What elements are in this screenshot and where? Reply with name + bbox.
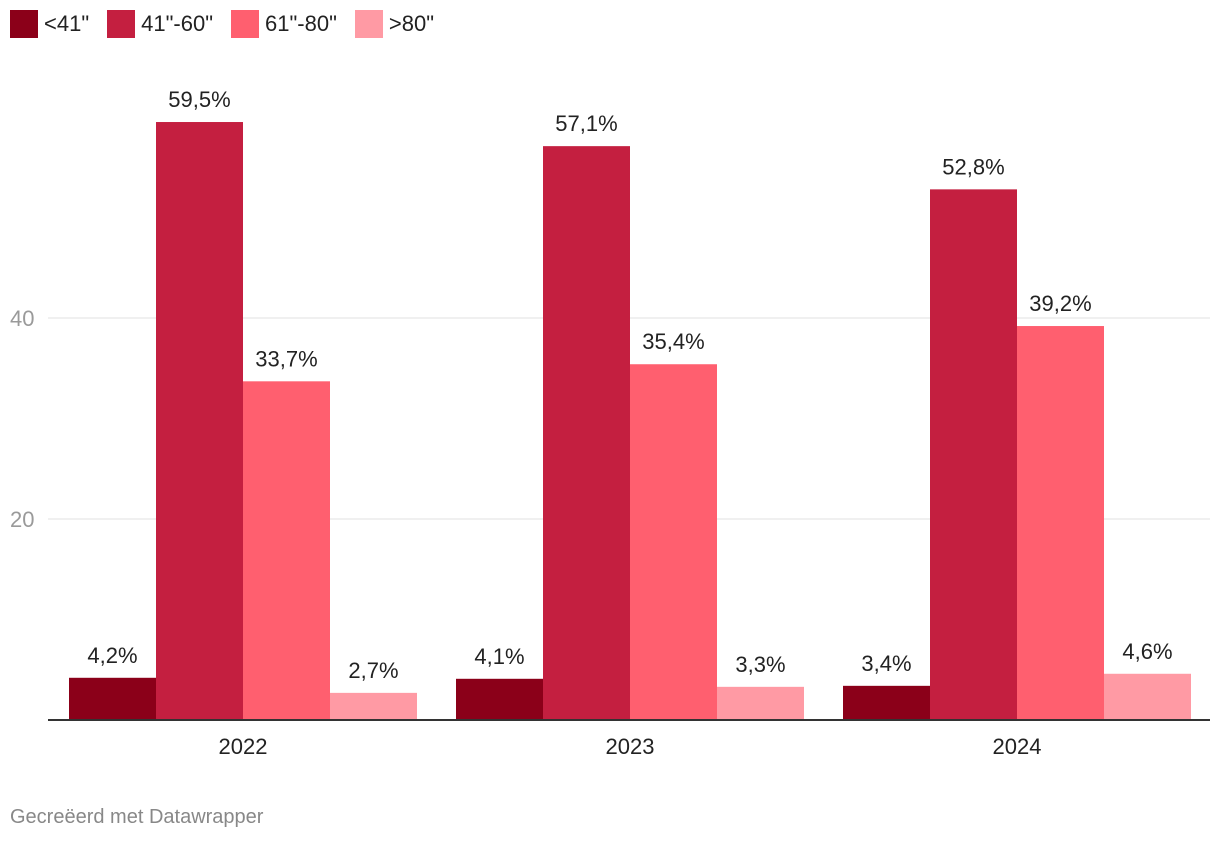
bar [69, 677, 156, 720]
data-label: 35,4% [642, 329, 704, 354]
data-label: 59,5% [168, 87, 230, 112]
legend-label: <41" [44, 11, 90, 36]
y-tick-label: 20 [10, 507, 34, 532]
x-tick-label: 2024 [993, 734, 1042, 759]
bar [156, 122, 243, 720]
x-tick-label: 2022 [219, 734, 268, 759]
legend-swatch [107, 10, 136, 38]
footer-credit: Gecreëerd met Datawrapper [10, 806, 264, 828]
data-label: 52,8% [942, 154, 1004, 179]
data-label: 4,1% [474, 644, 524, 669]
bar [243, 381, 330, 720]
chart-legend: <41" 41"-60" 61"-80" >80" [10, 10, 452, 38]
legend-swatch [354, 10, 383, 38]
data-label: 2,7% [348, 658, 398, 683]
legend-item: <41" [10, 10, 89, 38]
data-label: 3,3% [735, 652, 785, 677]
bar-chart: 20 40 4,2% 59,5% 33,7% 2,7% 2022 4,1% 57,1% 35,4%… [10, 87, 1210, 759]
data-label: 33,7% [255, 346, 317, 371]
bar [543, 146, 630, 720]
data-label: 4,2% [87, 643, 137, 668]
legend-swatch [10, 10, 38, 38]
legend-label: 61"-80" [265, 11, 337, 36]
bar [930, 189, 1017, 721]
data-label: 3,4% [861, 651, 911, 676]
bar [1017, 326, 1104, 720]
y-tick-label: 40 [10, 306, 34, 331]
legend-swatch [231, 10, 260, 38]
legend-item: 61"-80" [231, 10, 337, 38]
x-tick-label: 2023 [606, 734, 655, 759]
bar [456, 678, 543, 720]
bar [843, 685, 930, 720]
bar [330, 692, 417, 720]
bar [1104, 673, 1191, 720]
bar [630, 364, 717, 720]
data-label: 4,6% [1122, 639, 1172, 664]
legend-item: >80" [354, 10, 435, 38]
data-label: 39,2% [1029, 291, 1091, 316]
data-label: 57,1% [555, 111, 617, 136]
bar [717, 686, 804, 720]
legend-label: >80" [388, 11, 435, 36]
legend-label: 41"-60" [141, 11, 214, 36]
legend-item: 41"-60" [107, 10, 213, 38]
